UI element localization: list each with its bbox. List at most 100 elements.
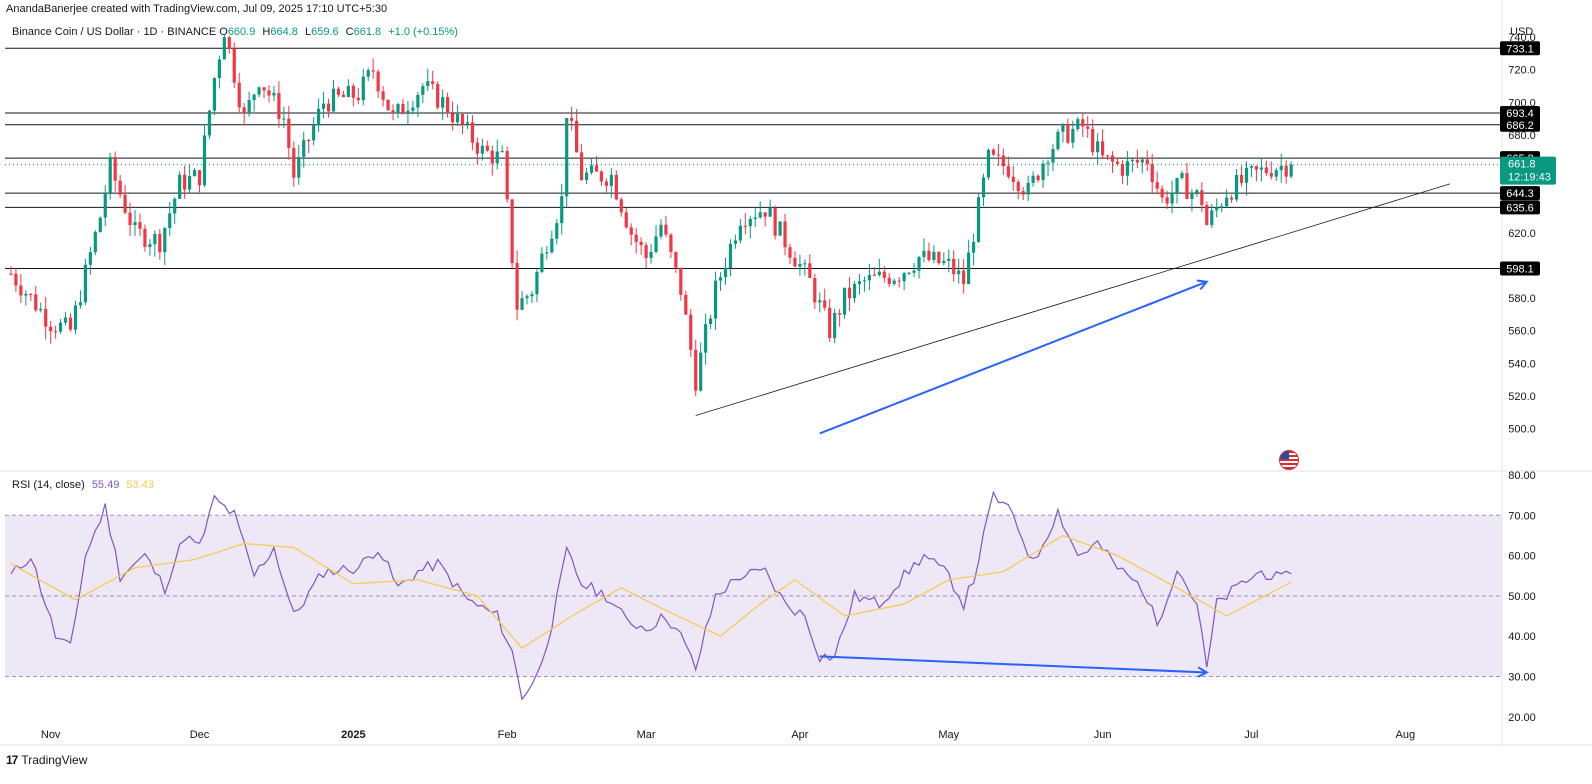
candle-body <box>614 174 618 200</box>
candle-body <box>659 224 663 237</box>
candle-body <box>1195 190 1199 193</box>
candle-body <box>39 308 43 311</box>
candle-body <box>202 135 207 186</box>
candle-body <box>158 233 162 253</box>
candle-body <box>1150 164 1154 183</box>
candle-body <box>525 296 529 299</box>
candle-body <box>450 113 455 123</box>
candle-body <box>9 273 13 275</box>
candle-body <box>991 149 996 155</box>
candle-body <box>78 302 83 306</box>
candle-body <box>1076 119 1080 130</box>
candle-body <box>178 174 182 199</box>
candle-body <box>1230 197 1234 200</box>
tradingview-brand: TradingView <box>21 753 88 767</box>
symbol-legend[interactable]: Binance Coin / US Dollar · 1D · BINANCE … <box>12 26 462 38</box>
candle-body <box>351 85 355 98</box>
price-trend-arrow-head <box>1196 279 1209 291</box>
candle-body <box>897 280 901 282</box>
tradingview-logo[interactable]: 17 TradingView <box>6 753 87 767</box>
candle-body <box>257 87 261 95</box>
candle-body <box>98 217 102 233</box>
rsi-tick-label: 80.00 <box>1508 470 1536 482</box>
rsi-tick-label: 50.00 <box>1508 591 1536 603</box>
rsi-ma-value: 53.43 <box>126 479 154 491</box>
candle-body <box>391 110 395 114</box>
candle-body <box>1220 206 1224 208</box>
candle-body <box>455 113 460 123</box>
candle-body <box>143 228 147 247</box>
candle-body <box>1264 167 1268 173</box>
candle-body <box>892 280 896 284</box>
candle-body <box>212 78 217 111</box>
candle-body <box>242 107 246 114</box>
candle-body <box>540 253 544 272</box>
candle-body <box>981 177 986 198</box>
candle-body <box>197 170 202 186</box>
candle-body <box>1011 176 1015 183</box>
candle-body <box>718 277 723 281</box>
candle-body <box>128 212 132 225</box>
currency-label[interactable]: USD <box>1510 26 1534 38</box>
candle-body <box>207 110 212 136</box>
candle-body <box>570 118 574 121</box>
candle-body <box>262 87 266 91</box>
candle-body <box>902 273 906 282</box>
candle-body <box>515 263 519 310</box>
candle-body <box>877 271 881 276</box>
candle-body <box>148 244 152 247</box>
candle-body <box>490 150 494 164</box>
time-tick-label: 2025 <box>341 729 365 741</box>
candle-body <box>1081 119 1085 127</box>
candle-body <box>277 92 281 120</box>
candle-body <box>962 270 966 285</box>
candle-body <box>947 258 951 261</box>
candle-body <box>247 100 251 114</box>
candle-body <box>783 221 787 248</box>
candle-body <box>867 274 871 281</box>
candle-body <box>361 76 365 101</box>
candle-body <box>912 270 916 273</box>
candle-body <box>292 148 296 178</box>
candle-body <box>1006 166 1010 177</box>
price-tick-label: 580.0 <box>1508 293 1536 305</box>
candle-body <box>694 349 698 391</box>
candle-body <box>406 110 410 115</box>
us-flag-icon[interactable] <box>1279 450 1299 470</box>
candle-body <box>192 170 197 177</box>
candle-body <box>1244 167 1249 183</box>
candle-body <box>847 287 852 299</box>
candle-body <box>302 140 306 157</box>
high-value: 664.8 <box>270 26 298 38</box>
time-tick-label: Apr <box>791 729 808 741</box>
candle-body <box>24 293 28 296</box>
candle-body <box>63 317 68 323</box>
candle-body <box>1130 159 1134 162</box>
open-value: 660.9 <box>227 26 256 38</box>
candle-body <box>545 252 549 254</box>
candle-body <box>83 264 87 303</box>
candle-body <box>619 199 623 213</box>
candle-body <box>1071 129 1075 143</box>
level-label-box <box>1500 41 1540 56</box>
candle-body <box>550 238 554 253</box>
candle-body <box>282 118 286 120</box>
candle-body <box>396 103 400 114</box>
price-tick-label: 540.0 <box>1508 358 1536 370</box>
candle-body <box>793 257 797 267</box>
candle-body <box>118 180 122 195</box>
candle-body <box>1225 197 1229 207</box>
candle-body <box>1274 170 1278 177</box>
candle-body <box>1041 163 1045 181</box>
candle-body <box>1086 126 1090 129</box>
rsi-legend[interactable]: RSI (14, close) 55.49 53.43 <box>12 479 154 491</box>
level-label-box <box>1500 186 1540 201</box>
candle-body <box>788 247 792 258</box>
candle-body <box>307 140 311 142</box>
candle-body <box>465 122 470 125</box>
candle-body <box>1289 164 1293 177</box>
candle-body <box>1016 182 1020 192</box>
candle-body <box>629 227 633 235</box>
candle-body <box>227 37 231 49</box>
